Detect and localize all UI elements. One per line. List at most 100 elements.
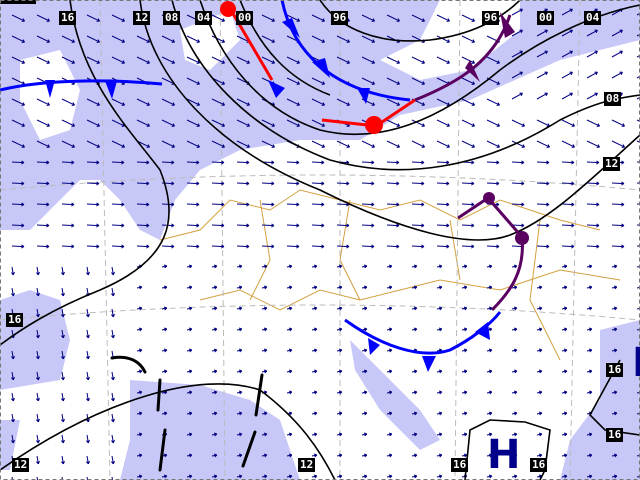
wind-arrow	[186, 202, 200, 207]
wind-arrow	[411, 202, 425, 207]
wind-arrow	[36, 392, 40, 402]
isobar-label: 12	[298, 458, 316, 472]
wind-arrow	[236, 140, 251, 148]
wind-arrow	[511, 92, 523, 100]
wind-arrow	[261, 140, 276, 148]
wind-arrow	[186, 411, 193, 416]
wind-arrow	[236, 119, 251, 127]
wind-arrow	[386, 348, 393, 353]
wind-arrow	[86, 35, 101, 43]
wind-arrow	[461, 140, 476, 148]
wind-arrow	[186, 35, 201, 43]
isobar-label: 16	[59, 11, 77, 25]
wind-arrow	[161, 285, 168, 290]
wind-arrow	[36, 98, 51, 106]
wind-arrow	[11, 98, 26, 106]
wind-arrow	[586, 348, 593, 353]
wind-arrow	[61, 476, 64, 480]
wind-arrow	[136, 327, 143, 332]
wind-arrow	[536, 285, 543, 290]
wind-arrow	[586, 29, 598, 37]
wind-arrow	[411, 56, 426, 64]
wind-arrow	[536, 29, 548, 37]
wind-arrow	[136, 348, 143, 353]
wind-arrow	[361, 285, 368, 290]
wind-arrow	[236, 453, 243, 458]
wind-arrow	[436, 453, 443, 458]
wind-arrow	[311, 244, 325, 249]
wind-arrow	[236, 390, 243, 395]
wind-arrow	[511, 369, 518, 374]
wind-arrow	[386, 223, 400, 228]
wind-arrow	[186, 327, 193, 332]
wind-arrow	[211, 98, 226, 106]
wind-arrow	[611, 306, 618, 311]
wind-arrow	[561, 140, 576, 148]
wind-arrow	[111, 329, 115, 339]
isobar-label: 00	[537, 11, 555, 25]
wind-arrow	[286, 285, 293, 290]
wind-arrow	[511, 453, 518, 458]
wind-arrow	[586, 160, 600, 165]
high-pressure-marker: H	[487, 432, 521, 478]
wind-arrow	[561, 181, 575, 186]
wind-arrow	[136, 223, 150, 228]
wind-arrow	[86, 160, 100, 165]
wind-arrow	[611, 348, 618, 353]
wind-arrow	[436, 223, 450, 228]
wind-arrow	[236, 285, 243, 290]
wind-arrow	[36, 287, 40, 297]
wind-arrow	[36, 202, 50, 207]
wind-arrow	[61, 160, 75, 165]
wind-arrow	[461, 14, 476, 22]
wind-arrow	[36, 308, 40, 318]
wind-arrow	[136, 202, 150, 207]
wind-arrow	[236, 474, 243, 479]
wind-arrow	[511, 411, 518, 416]
wind-arrow	[361, 202, 375, 207]
wind-arrow	[261, 474, 268, 479]
wind-arrow	[61, 455, 65, 465]
wind-arrow	[61, 287, 65, 297]
wind-arrow	[511, 285, 518, 290]
wind-arrow	[561, 453, 568, 458]
wind-arrow	[11, 392, 15, 402]
wind-arrow	[236, 98, 251, 106]
wind-arrow	[361, 140, 376, 148]
wind-arrow	[411, 285, 418, 290]
wind-arrow	[236, 160, 250, 165]
wind-arrow	[211, 411, 218, 416]
isobar-label: 04	[584, 11, 602, 25]
wind-arrow	[186, 453, 193, 458]
wind-arrow	[536, 453, 543, 458]
wind-arrow	[36, 14, 51, 22]
wind-arrow	[211, 306, 218, 311]
wind-arrow	[186, 223, 200, 228]
wind-arrow	[611, 285, 618, 290]
wind-arrow	[261, 411, 268, 416]
wind-arrow	[211, 181, 225, 186]
wind-arrow	[336, 474, 343, 479]
wind-arrow	[286, 202, 300, 207]
wind-arrow	[186, 244, 200, 249]
wind-arrow	[561, 160, 575, 165]
wind-arrow	[11, 14, 26, 22]
wind-arrow	[561, 223, 575, 228]
wind-arrow	[211, 369, 218, 374]
wind-arrow	[386, 285, 393, 290]
wind-arrow	[561, 327, 568, 332]
wind-arrow	[436, 56, 451, 64]
wind-arrow	[461, 98, 476, 106]
wind-arrow	[411, 453, 418, 458]
wind-arrow	[61, 266, 65, 276]
wind-arrow	[261, 35, 276, 43]
wind-arrow	[136, 244, 150, 249]
wind-arrow	[561, 306, 568, 311]
wind-arrow	[536, 369, 543, 374]
wind-arrow	[361, 348, 368, 353]
wind-arrow	[586, 369, 593, 374]
wind-arrow	[311, 14, 326, 22]
wind-arrow	[311, 181, 325, 186]
wind-arrow	[436, 306, 443, 311]
wind-arrow	[111, 266, 115, 276]
